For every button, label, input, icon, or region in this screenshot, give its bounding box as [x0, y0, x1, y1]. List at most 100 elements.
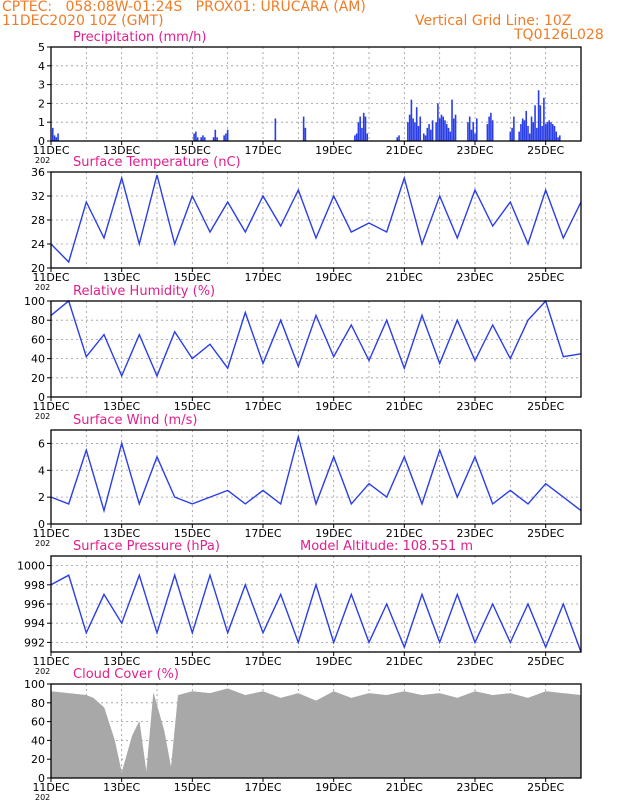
precip-bar	[557, 137, 559, 141]
precip-bar	[354, 135, 356, 141]
x-tick-label: 11DEC	[32, 400, 69, 413]
panel-title: Surface Pressure (hPa)	[73, 539, 220, 554]
year-fragment: 202	[35, 793, 50, 800]
year-fragment: 202	[35, 539, 50, 548]
precip-bar	[440, 114, 443, 141]
x-tick-label: 13DEC	[103, 271, 140, 284]
precip-bar	[223, 135, 225, 141]
y-tick-label: 28	[31, 214, 45, 227]
x-tick-label: 11DEC	[32, 144, 69, 157]
precip-bar	[488, 116, 490, 141]
precip-bar	[302, 116, 305, 141]
precip-bar	[408, 114, 411, 141]
precip-bar	[415, 107, 418, 141]
precip-bar	[359, 116, 361, 141]
x-tick-label: 15DEC	[174, 655, 211, 668]
x-tick-label: 25DEC	[527, 271, 564, 284]
panel-title: Precipitation (mm/h)	[73, 30, 206, 45]
location-header: CPTEC: 058:08W-01:24S PROX01: URUCARA (A…	[2, 0, 366, 15]
x-tick-label: 15DEC	[174, 781, 211, 794]
pressure-panel: 992 994 996 998 1000 11DEC 13DEC 15DEC 17DEC 19DE…	[17, 539, 582, 676]
series-line	[50, 433, 582, 514]
precip-bar	[431, 120, 434, 141]
x-tick-label: 25DEC	[527, 655, 564, 668]
precip-bar	[486, 124, 489, 141]
y-tick-label: 40	[31, 353, 45, 366]
x-tick-label: 17DEC	[244, 271, 281, 284]
x-tick-label: 19DEC	[315, 144, 352, 157]
x-tick-label: 15DEC	[174, 271, 211, 284]
precip-bar	[555, 131, 558, 141]
x-tick-label: 23DEC	[456, 271, 493, 284]
x-tick-label: 21DEC	[386, 144, 423, 157]
x-tick-label: 13DEC	[103, 655, 140, 668]
x-tick-label: 21DEC	[386, 527, 423, 540]
y-tick-label: 0	[38, 135, 45, 148]
precip-bar	[225, 133, 227, 141]
precip-bar	[216, 137, 218, 141]
panel-title: Surface Wind (m/s)	[73, 413, 197, 428]
x-tick-label: 13DEC	[103, 400, 140, 413]
precip-bar	[528, 133, 531, 141]
precip-bar	[53, 135, 56, 141]
precip-bar	[509, 131, 512, 141]
x-tick-label: 21DEC	[386, 781, 423, 794]
y-tick-label: 1000	[17, 560, 45, 573]
x-tick-label: 19DEC	[315, 655, 352, 668]
precip-bar	[447, 127, 450, 141]
precip-bar	[362, 112, 365, 141]
precip-bar	[426, 127, 429, 141]
y-tick-label: 2	[38, 97, 45, 110]
precip-bar	[521, 118, 524, 141]
precip-bar	[475, 118, 478, 141]
precip-bar	[398, 135, 400, 141]
precip-bar	[490, 112, 492, 141]
temperature-panel: 20 24 28 32 36 11DEC 13DEC 15DEC 17DEC 19DEC 21DEC…	[31, 155, 582, 292]
y-tick-label: 80	[31, 697, 45, 710]
y-tick-label: 996	[24, 598, 45, 611]
plot-frame	[50, 171, 582, 269]
precip-bar	[449, 131, 452, 141]
x-tick-label: 23DEC	[456, 527, 493, 540]
y-tick-label: 32	[31, 190, 45, 203]
precip-bar	[442, 116, 444, 141]
x-tick-label: 17DEC	[244, 655, 281, 668]
precip-bar	[548, 120, 550, 141]
precip-bar	[541, 125, 543, 141]
precip-bar	[454, 114, 457, 141]
precip-bar	[543, 97, 545, 141]
precip-bar	[534, 105, 536, 141]
y-tick-label: 0	[38, 772, 45, 785]
precip-bar	[366, 133, 369, 141]
x-tick-label: 11DEC	[32, 655, 69, 668]
x-tick-label: 15DEC	[174, 400, 211, 413]
precip-bar	[304, 127, 307, 141]
precip-bar	[551, 124, 554, 141]
x-tick-label: 23DEC	[456, 781, 493, 794]
x-tick-label: 23DEC	[456, 144, 493, 157]
x-tick-label: 23DEC	[456, 400, 493, 413]
precip-bar	[444, 120, 446, 141]
precip-bar	[532, 122, 535, 141]
x-tick-label: 17DEC	[244, 781, 281, 794]
series-line	[50, 174, 582, 264]
precip-bar	[518, 131, 520, 141]
x-tick-label: 19DEC	[315, 781, 352, 794]
precip-bar	[472, 122, 475, 141]
precip-bar	[451, 99, 453, 141]
plot-frame	[50, 683, 582, 779]
y-tick-label: 3	[38, 79, 45, 92]
precip-bar	[513, 116, 515, 141]
cloud-cover-area	[50, 688, 582, 779]
year-fragment: 202	[35, 667, 50, 676]
y-tick-label: 994	[24, 617, 45, 630]
panel-title: Relative Humidity (%)	[73, 284, 215, 299]
plot-frame	[50, 46, 582, 142]
x-tick-label: 19DEC	[315, 527, 352, 540]
x-tick-label: 21DEC	[386, 271, 423, 284]
y-tick-label: 20	[31, 262, 45, 275]
precip-bar	[546, 122, 549, 141]
year-fragment: 202	[35, 156, 50, 165]
model-altitude-label: Model Altitude: 108.551 m	[300, 539, 473, 554]
precip-bar	[467, 122, 469, 141]
